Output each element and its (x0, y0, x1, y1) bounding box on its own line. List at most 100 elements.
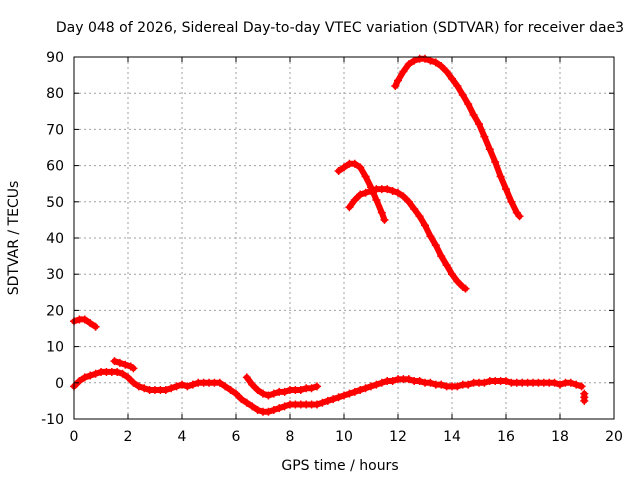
data-point (124, 373, 132, 382)
data-point (129, 378, 138, 387)
data-point (134, 382, 143, 391)
data-point (464, 100, 473, 109)
data-point (361, 188, 370, 197)
data-point (453, 382, 462, 391)
data-point (334, 167, 343, 176)
series-arc-low-mid (242, 373, 321, 400)
data-point (350, 159, 359, 168)
grid-lines (74, 57, 614, 419)
data-point (345, 203, 354, 212)
data-point (242, 373, 251, 382)
data-point (464, 380, 473, 389)
data-point (350, 387, 359, 396)
data-point (313, 382, 321, 391)
data-point (115, 358, 124, 367)
data-point (458, 91, 467, 100)
x-tick-label: 2 (124, 429, 133, 445)
data-point (340, 391, 348, 400)
data-point (580, 389, 589, 398)
x-tick-label: 10 (335, 429, 353, 445)
data-point (340, 163, 348, 172)
data-point (188, 380, 197, 389)
data-point (437, 62, 446, 71)
data-series (70, 54, 589, 416)
y-tick-label: 70 (46, 122, 64, 138)
data-point (453, 277, 462, 286)
data-point (75, 376, 84, 385)
data-point (415, 212, 424, 221)
y-tick-label: 80 (46, 86, 64, 102)
data-point (404, 60, 413, 69)
data-point (161, 386, 170, 395)
data-point (280, 402, 289, 411)
data-point (410, 205, 419, 214)
data-point (318, 398, 327, 407)
data-point (380, 215, 389, 224)
data-point (372, 195, 381, 204)
data-point (372, 380, 381, 389)
data-point (431, 58, 440, 67)
data-point (421, 54, 429, 63)
data-point (550, 378, 559, 387)
data-point (356, 163, 365, 172)
data-point (253, 386, 262, 395)
x-tick-label: 20 (605, 429, 623, 445)
data-point (280, 387, 289, 396)
data-point (183, 382, 192, 391)
data-point (507, 197, 516, 206)
data-point (86, 319, 95, 328)
data-point (426, 232, 435, 241)
series-arc-52 (345, 185, 470, 293)
axis-ticks: 0 2 4 6 8 10 12 14 16 18 20 -10 0 10 20 30 40 50 60 70 80 90 (41, 50, 623, 445)
x-tick-label: 12 (389, 429, 407, 445)
data-point (461, 284, 470, 293)
data-point (448, 270, 456, 279)
data-point (367, 382, 375, 391)
y-tick-label: 10 (46, 340, 64, 356)
data-point (242, 398, 251, 407)
data-point (391, 81, 400, 90)
data-point (437, 380, 446, 389)
y-tick-label: 20 (46, 303, 64, 319)
x-tick-label: 4 (178, 429, 187, 445)
data-point (253, 405, 262, 414)
x-axis-title: GPS time / hours (281, 458, 398, 474)
data-point (178, 380, 186, 389)
data-point (367, 186, 375, 195)
data-point (129, 364, 138, 373)
data-point (334, 393, 343, 402)
data-point (453, 81, 462, 90)
data-point (421, 221, 429, 230)
data-point (80, 373, 89, 382)
data-point (167, 384, 176, 393)
data-point (442, 261, 451, 270)
data-point (394, 76, 402, 85)
data-point (248, 402, 257, 411)
data-point (556, 380, 564, 389)
x-tick-label: 16 (497, 429, 515, 445)
data-point (121, 360, 130, 369)
chart-title: Day 048 of 2026, Sidereal Day-to-day VTE… (56, 20, 624, 36)
data-point (361, 172, 370, 181)
data-point (307, 384, 316, 393)
y-axis-title: SDTVAR / TECUs (6, 181, 22, 296)
data-point (377, 378, 386, 387)
data-point (485, 145, 494, 154)
data-point (91, 322, 100, 331)
data-point (394, 188, 402, 197)
data-point (259, 389, 267, 398)
data-point (329, 395, 338, 404)
data-point (448, 74, 456, 83)
data-point (221, 382, 230, 391)
x-tick-label: 18 (551, 429, 569, 445)
data-point (426, 378, 435, 387)
data-point (275, 404, 284, 413)
data-point (323, 396, 332, 405)
data-point (215, 378, 224, 387)
data-point (172, 382, 181, 391)
data-point (388, 376, 397, 385)
data-point (377, 208, 386, 217)
data-point (415, 376, 424, 385)
series-arc-89 (391, 54, 524, 221)
